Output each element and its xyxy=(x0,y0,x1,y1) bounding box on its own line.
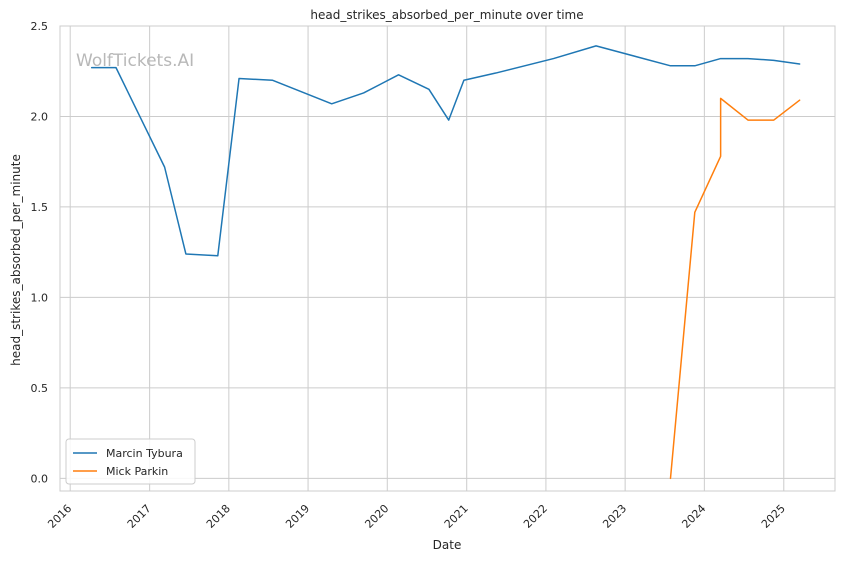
legend-label-marcin-tybura: Marcin Tybura xyxy=(106,447,183,460)
legend-box xyxy=(65,438,196,485)
x-axis-title: Date xyxy=(433,538,462,552)
watermark: WolfTickets.AI xyxy=(76,51,194,71)
y-tick-label: 1.0 xyxy=(31,291,49,304)
plot-area-frame xyxy=(59,25,836,492)
y-tick-label: 1.5 xyxy=(31,201,49,214)
legend-label-mick-parkin: Mick Parkin xyxy=(106,465,168,478)
y-tick-label: 2.0 xyxy=(31,110,49,123)
series-line-1 xyxy=(669,97,801,480)
grid xyxy=(60,25,835,491)
y-tick-label: 2.5 xyxy=(31,20,49,33)
y-tick-label: 0.5 xyxy=(31,382,49,395)
y-tick-labels: 0.0 0.5 1.0 1.5 2.0 2.5 xyxy=(31,20,49,485)
chart-title: head_strikes_absorbed_per_minute over ti… xyxy=(310,8,583,22)
y-tick-label: 0.0 xyxy=(31,472,49,485)
series-layer xyxy=(90,45,801,480)
legend: Marcin Tybura Mick Parkin xyxy=(65,438,196,485)
series-line-0 xyxy=(90,45,801,257)
y-axis-title: head_strikes_absorbed_per_minute xyxy=(9,154,23,366)
